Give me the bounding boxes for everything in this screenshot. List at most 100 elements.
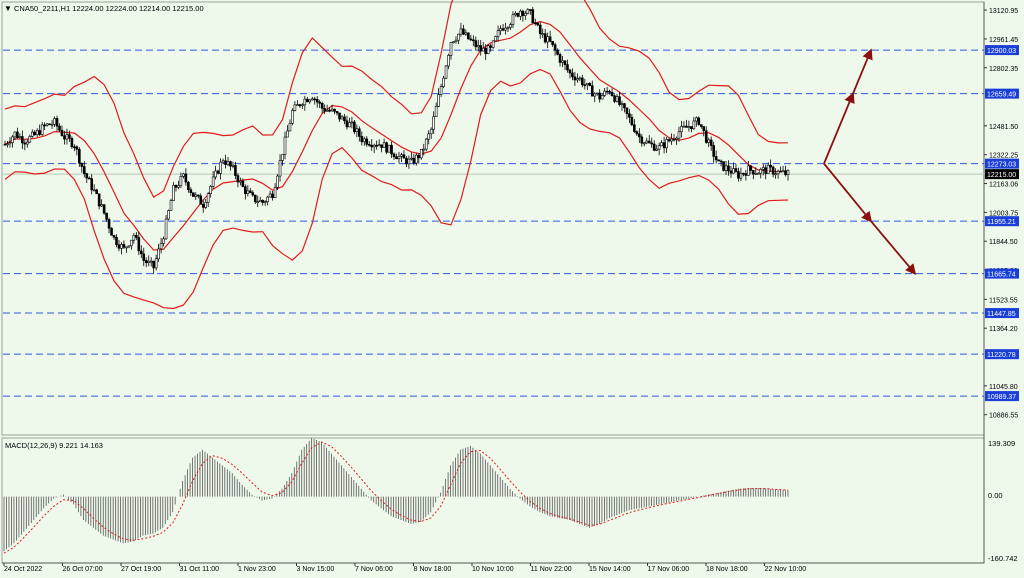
candle-body xyxy=(620,103,624,105)
candle-body xyxy=(405,157,408,165)
candle-body xyxy=(623,103,626,109)
candle-body xyxy=(273,186,277,198)
candle-body xyxy=(573,76,577,81)
candle-body xyxy=(338,112,341,120)
candle-body xyxy=(774,173,777,176)
candle-body xyxy=(608,91,611,93)
candle-body xyxy=(717,159,720,162)
level-tag-label: 11955.21 xyxy=(987,219,1016,226)
price-tick-label: 12003.75 xyxy=(989,210,1018,217)
level-tag-label: 10989.37 xyxy=(987,394,1016,401)
candle-body xyxy=(251,192,255,196)
candle-body xyxy=(529,9,532,11)
price-tick-label: 11523.55 xyxy=(989,297,1018,304)
candle-body xyxy=(781,170,785,173)
time-tick-label: 22 Nov 10:00 xyxy=(765,566,807,573)
candle-body xyxy=(343,116,346,122)
candle-body xyxy=(551,40,554,45)
candle-body xyxy=(201,203,205,208)
candle-body xyxy=(588,82,592,86)
candle-body xyxy=(204,202,208,208)
candle-body xyxy=(154,258,158,269)
candle-body xyxy=(533,22,537,25)
price-tick-label: 12322.25 xyxy=(989,153,1018,160)
candle-body xyxy=(263,201,267,203)
candle-body xyxy=(360,136,364,143)
time-tick-label: 11 Nov 22:00 xyxy=(531,566,572,573)
candle-body xyxy=(712,145,715,157)
time-tick-label: 26 Oct 07:00 xyxy=(63,566,103,573)
candle-body xyxy=(610,92,614,97)
time-tick-label: 15 Nov 14:00 xyxy=(589,566,631,573)
candle-body xyxy=(526,9,530,14)
candle-body xyxy=(112,235,116,238)
candle-body xyxy=(209,186,212,194)
candle-body xyxy=(437,94,440,107)
candle-body xyxy=(82,166,86,174)
candle-body xyxy=(18,136,22,138)
candle-body xyxy=(152,260,155,269)
candle-body xyxy=(90,178,94,191)
candle-body xyxy=(494,36,497,42)
candle-body xyxy=(484,47,488,55)
candle-body xyxy=(410,157,413,160)
candle-body xyxy=(132,235,136,241)
candle-body xyxy=(107,219,111,229)
candle-body xyxy=(613,95,616,102)
candle-body xyxy=(78,149,81,164)
candle-body xyxy=(221,160,225,163)
time-tick-label: 27 Oct 19:00 xyxy=(121,566,161,573)
candle-body xyxy=(216,170,220,174)
candle-body xyxy=(769,164,772,168)
candle-body xyxy=(424,138,428,150)
candle-body xyxy=(182,173,185,177)
candle-body xyxy=(365,138,369,145)
candle-body xyxy=(496,30,500,37)
candle-body xyxy=(177,185,180,188)
candle-body xyxy=(296,104,299,106)
candle-body xyxy=(291,110,294,124)
candle-body xyxy=(276,175,279,188)
candle-body xyxy=(125,246,128,249)
bollinger-lower xyxy=(4,68,789,310)
candle-body xyxy=(382,142,386,148)
candle-body xyxy=(313,98,317,101)
candle-body xyxy=(26,141,29,145)
candle-body xyxy=(556,49,559,55)
level-tag xyxy=(985,268,1019,279)
candle-body xyxy=(476,45,480,48)
candle-body xyxy=(402,154,406,159)
candle-body xyxy=(543,33,547,43)
candle-body xyxy=(784,170,787,176)
candle-body xyxy=(417,154,421,159)
level-tag xyxy=(985,158,1019,169)
candle-body xyxy=(95,189,98,195)
candle-body xyxy=(655,148,658,151)
candle-body xyxy=(415,154,418,164)
candle-body xyxy=(117,244,121,249)
candle-body xyxy=(283,136,287,155)
candle-body xyxy=(754,172,758,175)
price-tick-label: 11844.50 xyxy=(989,239,1018,246)
chart-menu-icon[interactable]: ▼ xyxy=(4,4,12,13)
candle-body xyxy=(315,99,319,103)
candle-body xyxy=(776,170,780,175)
candle-body xyxy=(563,60,567,65)
candle-body xyxy=(130,239,133,247)
candle-body xyxy=(328,109,331,112)
candle-body xyxy=(102,204,106,214)
candle-body xyxy=(764,167,767,174)
candle-body xyxy=(196,194,200,197)
price-tick-label: 12802.35 xyxy=(989,66,1018,73)
candle-body xyxy=(55,118,59,127)
candle-body xyxy=(452,41,455,43)
candle-body xyxy=(605,90,609,93)
candle-body xyxy=(258,199,262,203)
candle-body xyxy=(214,170,217,178)
candle-body xyxy=(70,138,74,148)
candle-body xyxy=(704,130,708,143)
candle-body xyxy=(407,158,411,165)
candle-body xyxy=(531,9,535,24)
candle-body xyxy=(144,260,148,264)
